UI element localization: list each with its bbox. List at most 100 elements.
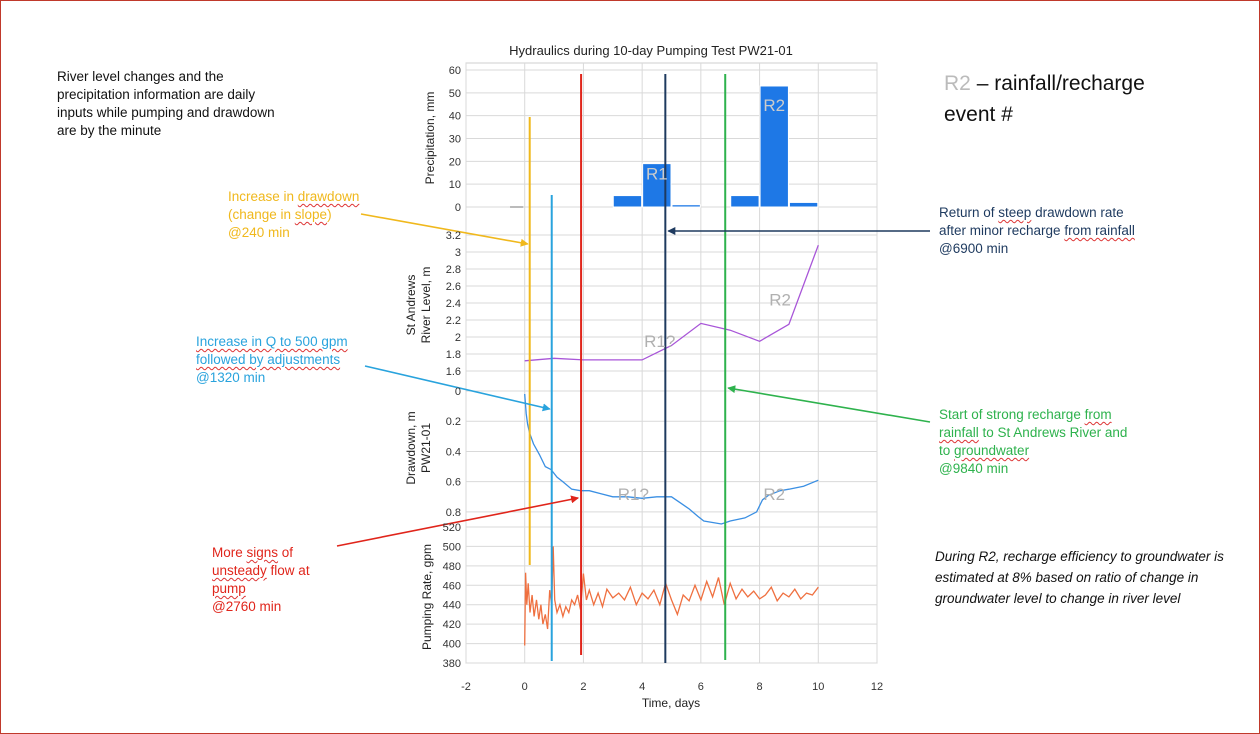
plot-area xyxy=(465,62,878,664)
legend-r2-label: R2 xyxy=(944,72,971,95)
note-text: to xyxy=(939,443,955,458)
y-tick-label: 3.2 xyxy=(446,230,461,242)
y-tick-label: 500 xyxy=(443,541,461,553)
note-text: of xyxy=(278,545,294,560)
y-axis-label-line: Precipitation, mm xyxy=(423,92,437,185)
note-text: slope xyxy=(294,207,328,222)
x-tick-label: 4 xyxy=(639,681,645,693)
y-tick-label: 1.8 xyxy=(446,349,461,361)
intro-line: are by the minute xyxy=(57,123,162,138)
note-text: drawdown xyxy=(297,189,360,204)
y-tick-label: 0.4 xyxy=(446,446,461,458)
y-tick-label: 520 xyxy=(443,522,461,534)
y-tick-label: 2.4 xyxy=(446,298,461,310)
note-text: More xyxy=(212,545,247,560)
y-tick-label: 1.6 xyxy=(446,366,461,378)
event-annotation: R2 xyxy=(763,485,785,504)
y-tick-label: 2.6 xyxy=(446,281,461,293)
y-tick-label: 0.6 xyxy=(446,477,461,489)
legend-text: – rainfall/recharge xyxy=(970,72,1145,95)
intro-line: inputs while pumping and drawdown xyxy=(57,105,275,120)
y-tick-label: 50 xyxy=(449,88,461,100)
grid-layer xyxy=(465,62,878,664)
event-annotation: R1? xyxy=(644,332,675,351)
chart-title: Hydraulics during 10-day Pumping Test PW… xyxy=(509,43,793,58)
precip-bar xyxy=(671,204,701,208)
y-tick-label: 3 xyxy=(455,247,461,259)
note-text: steep xyxy=(998,205,1032,220)
event-annotation: R2 xyxy=(763,96,785,115)
note-text: groundwater xyxy=(954,443,1030,458)
unsteady-flow-note: More signs of unsteady flow at pump @276… xyxy=(212,544,310,616)
y-axis-label: St AndrewsRiver Level, m xyxy=(404,267,433,344)
note-time: @1320 min xyxy=(196,370,266,385)
y-tick-label: 0.2 xyxy=(446,416,461,428)
y-tick-label: 0.8 xyxy=(446,507,461,519)
note-text: to St Andrews River and xyxy=(978,425,1128,440)
x-tick-label: 8 xyxy=(757,681,763,693)
precip-bar xyxy=(788,201,819,208)
callout-arrow xyxy=(336,495,580,547)
event-legend: R2 – rainfall/recharge event # xyxy=(944,68,1145,130)
x-tick-label: 6 xyxy=(698,681,704,693)
callout-arrow xyxy=(360,213,529,247)
note-text: drawdown rate xyxy=(1031,205,1124,220)
intro-note: River level changes and the precipitatio… xyxy=(57,68,275,140)
y-tick-label: 30 xyxy=(449,134,461,146)
strong-recharge-note: Start of strong recharge from rainfall t… xyxy=(939,406,1127,478)
legend-text-line2: event # xyxy=(944,103,1013,126)
note-text: Start of strong recharge xyxy=(939,407,1085,422)
precip-bar xyxy=(730,195,760,208)
precip-bar xyxy=(612,195,643,208)
y-axis-label: Precipitation, mm xyxy=(423,92,437,185)
note-text: from xyxy=(1084,407,1112,422)
y-tick-label: 0 xyxy=(455,202,461,214)
y-axis-label-line: River Level, m xyxy=(419,267,433,344)
note-text: Increase in xyxy=(228,189,298,204)
x-tick-label: -2 xyxy=(461,681,471,693)
note-text: rainfall xyxy=(939,425,979,440)
intro-line: precipitation information are daily xyxy=(57,87,256,102)
steep-drawdown-note: Return of steep drawdown rate after mino… xyxy=(939,204,1135,258)
callout-arrow xyxy=(364,365,551,412)
x-tick-label: 0 xyxy=(522,681,528,693)
y-tick-label: 460 xyxy=(443,580,461,592)
y-tick-label: 0 xyxy=(455,386,461,398)
note-text: followed by adjustments xyxy=(196,352,341,367)
y-tick-label: 2.2 xyxy=(446,315,461,327)
note-time: @2760 min xyxy=(212,599,282,614)
y-tick-label: 20 xyxy=(449,156,461,168)
x-tick-label: 2 xyxy=(580,681,586,693)
y-tick-label: 2 xyxy=(455,332,461,344)
y-tick-label: 10 xyxy=(449,179,461,191)
y-axis-label: Pumping Rate, gpm xyxy=(420,544,434,650)
series-line xyxy=(524,546,819,646)
precip-bar xyxy=(759,85,789,208)
y-tick-label: 400 xyxy=(443,639,461,651)
y-tick-label: 60 xyxy=(449,65,461,77)
event-annotation: R2 xyxy=(769,291,791,310)
note-text: unsteady xyxy=(212,563,267,578)
note-text: (change in xyxy=(228,207,295,222)
y-tick-label: 40 xyxy=(449,111,461,123)
event-annotation: R1? xyxy=(618,485,649,504)
x-tick-label: 10 xyxy=(812,681,824,693)
event-annotation: R1 xyxy=(646,165,668,184)
y-axis-label-line: St Andrews xyxy=(404,275,418,336)
note-time: @240 min xyxy=(228,225,290,240)
note-text: Increase in Q to 500 gpm xyxy=(196,334,348,349)
arrow-layer xyxy=(336,213,931,547)
note-text: Return of xyxy=(939,205,999,220)
y-axis-label: Drawdown, mPW21-01 xyxy=(404,411,433,484)
intro-line: River level changes and the xyxy=(57,69,224,84)
y-tick-label: 380 xyxy=(443,658,461,670)
series-line xyxy=(524,244,819,362)
note-time: @6900 min xyxy=(939,241,1009,256)
x-tick-label: 12 xyxy=(871,681,883,693)
note-text: from rainfall xyxy=(1064,223,1135,238)
x-axis-label: Time, days xyxy=(642,696,700,710)
note-text: pump xyxy=(212,581,246,596)
y-axis-label-line: Drawdown, m xyxy=(404,411,418,484)
